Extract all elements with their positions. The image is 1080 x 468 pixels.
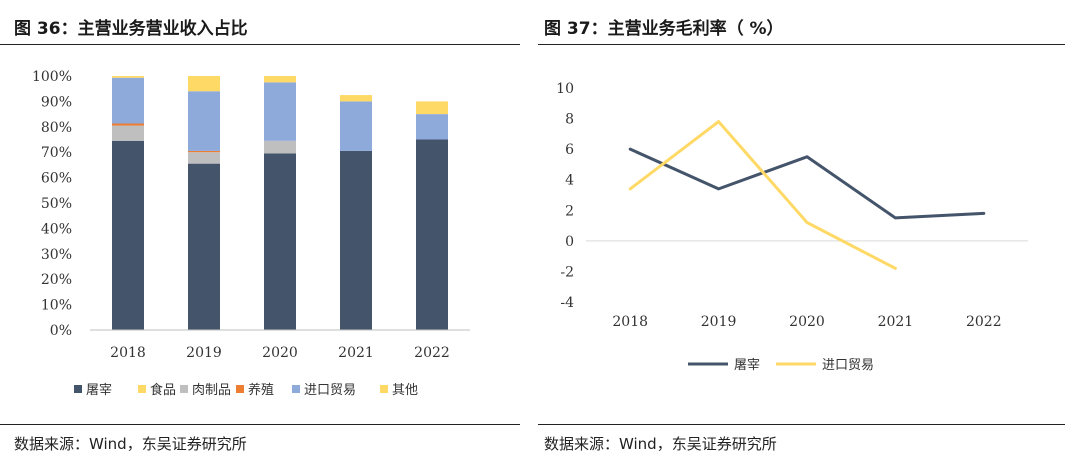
bar-segment-其他-2020 [264, 76, 296, 83]
stacked-bar-chart: 0%10%20%30%40%50%60%70%80%90%100% 2018 20… [32, 69, 470, 398]
bar-y-axis: 0% 10% 20% 30% 40% 50% 60% 70% 80% 90% 100% [32, 69, 72, 339]
bar-segment-肉制品-2020 [264, 140, 296, 154]
line-y-tick-label: 4 [565, 173, 574, 189]
line-series-屠宰 [628, 147, 986, 220]
line-y-tick-label: 8 [565, 112, 574, 128]
line-x-axis-labels: 2018 2019 2020 2021 2022 [612, 314, 1001, 330]
line-legend-label: 屠宰 [734, 357, 760, 373]
line-x-tick-label: 2020 [789, 314, 825, 330]
bar-y-tick-label: 50% [41, 196, 72, 212]
bar-y-tick-label: 90% [41, 94, 72, 110]
bar-x-tick-label: 2020 [262, 345, 298, 361]
line-y-axis: -4 -2 0 2 4 6 8 10 [556, 81, 574, 311]
left-source-note: 数据来源：Wind，东吴证券研究所 [14, 435, 247, 453]
bar-segment-其他-2018 [112, 76, 144, 78]
right-chart-panel: 图 37：主营业务毛利率（ %） -4 -2 0 2 4 6 8 10 2018 2019 202… [538, 0, 1065, 468]
bar-x-axis-labels: 2018 2019 2020 2021 2022 [110, 345, 450, 361]
bar-segment-其他-2019 [188, 76, 220, 92]
line-y-tick-label: -4 [560, 295, 574, 311]
bar-x-tick-label: 2022 [414, 345, 450, 361]
left-source-rule [0, 424, 520, 425]
bar-x-tick-label: 2021 [338, 345, 374, 361]
bar-segment-屠宰-2018 [112, 140, 144, 330]
bar-segment-其他-2022 [416, 101, 448, 115]
bar-segment-进口贸易-2020 [264, 82, 296, 141]
bar-legend-swatch [180, 385, 188, 393]
line-x-tick-label: 2021 [878, 314, 914, 330]
line-y-tick-label: 2 [565, 203, 574, 219]
bar-segment-进口贸易-2018 [112, 77, 144, 124]
bar-legend-swatch [236, 385, 244, 393]
bar-legend-label: 屠宰 [86, 382, 112, 398]
bar-segment-肉制品-2018 [112, 125, 144, 141]
bar-legend: 屠宰 食品 肉制品 养殖 进口贸易 其他 [74, 382, 418, 398]
bar-segment-进口贸易-2019 [188, 91, 220, 151]
line-x-tick-label: 2022 [966, 314, 1002, 330]
line-y-tick-label: -2 [560, 264, 574, 280]
bar-y-tick-label: 20% [41, 272, 72, 288]
bar-segment-进口贸易-2021 [340, 101, 372, 151]
bar-legend-label: 其他 [392, 383, 418, 398]
bar-legend-swatch [380, 385, 388, 393]
line-series-group [628, 120, 986, 270]
bar-segment-养殖-2019 [188, 150, 220, 153]
line-x-tick-label: 2018 [612, 314, 648, 330]
bar-y-tick-label: 100% [32, 69, 72, 85]
bar-y-tick-label: 10% [41, 298, 72, 314]
line-legend-label: 进口贸易 [822, 358, 874, 373]
bar-y-tick-label: 0% [50, 323, 72, 339]
bar-series-group [112, 76, 448, 330]
bar-segment-养殖-2018 [112, 123, 144, 126]
bar-legend-swatch [138, 385, 146, 393]
right-source-note: 数据来源：Wind，东吴证券研究所 [544, 435, 777, 453]
line-series-进口贸易 [628, 120, 897, 270]
bar-segment-进口贸易-2022 [416, 114, 448, 140]
line-x-tick-label: 2019 [701, 314, 737, 330]
line-y-tick-label: 0 [565, 234, 574, 250]
bar-x-tick-label: 2018 [110, 345, 146, 361]
bar-legend-label: 进口贸易 [304, 383, 356, 398]
bar-x-tick-label: 2019 [186, 345, 222, 361]
bar-segment-屠宰-2019 [188, 163, 220, 330]
bar-segment-屠宰-2020 [264, 153, 296, 330]
bar-segment-屠宰-2021 [340, 150, 372, 330]
bar-y-tick-label: 40% [41, 221, 72, 237]
left-chart-panel: 图 36：主营业务营业收入占比 0% 10% 20% 30% 40% 50% 60% 70% 8… [0, 0, 520, 468]
line-y-tick-label: 10 [556, 81, 574, 97]
line-legend: 屠宰 进口贸易 [688, 357, 874, 373]
bar-segment-屠宰-2022 [416, 139, 448, 330]
bar-legend-label: 食品 [150, 382, 176, 398]
bar-y-tick-label: 80% [41, 120, 72, 136]
line-chart: -4 -2 0 2 4 6 8 10 2018 2019 2020 2021 2022 屠宰 进口贸易 [556, 81, 1028, 373]
line-y-tick-label: 6 [565, 142, 574, 158]
right-source-rule [538, 424, 1065, 425]
bar-legend-label: 肉制品 [192, 383, 231, 398]
bar-segment-其他-2021 [340, 95, 372, 102]
bar-y-tick-label: 30% [41, 247, 72, 263]
right-chart-title: 图 37：主营业务毛利率（ %） [544, 19, 784, 39]
bar-legend-swatch [74, 385, 82, 393]
bar-y-tick-label: 60% [41, 171, 72, 187]
bar-legend-label: 养殖 [248, 382, 274, 398]
bar-y-tick-label: 70% [41, 145, 72, 161]
left-chart-title: 图 36：主营业务营业收入占比 [14, 19, 248, 39]
right-title-rule [538, 44, 1065, 45]
bar-legend-swatch [292, 385, 300, 393]
left-title-rule [0, 44, 520, 45]
bar-segment-肉制品-2019 [188, 152, 220, 164]
